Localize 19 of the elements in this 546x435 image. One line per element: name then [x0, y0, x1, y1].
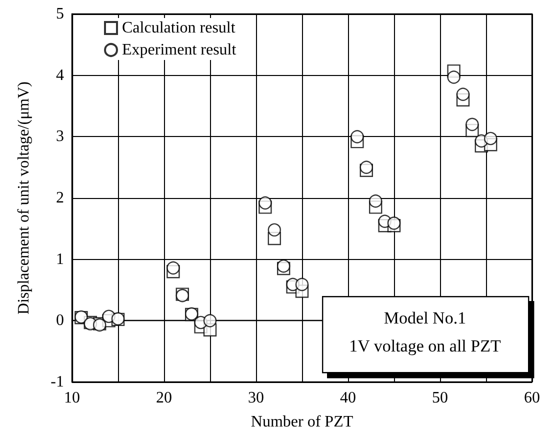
y-tick-label: 1: [56, 250, 64, 268]
x-tick-label: 50: [432, 390, 448, 406]
y-tick-label: 4: [56, 66, 64, 84]
y-axis-title: Displacement of unit voltage/(μmV): [16, 82, 32, 314]
y-tick-label: 0: [56, 312, 64, 330]
annotation: 1V voltage on all PZT: [349, 336, 502, 356]
legend-label: Calculation result: [122, 20, 236, 36]
x-tick-label: 20: [156, 390, 172, 406]
y-tick-label: -1: [50, 374, 64, 390]
y-tick-label: 2: [56, 190, 64, 206]
x-tick-label: 40: [340, 390, 356, 406]
legend-label: Experiment result: [122, 42, 237, 58]
annotation: Model No.1: [384, 308, 466, 328]
x-axis-title: Number of PZT: [250, 414, 354, 430]
x-tick-label: 10: [64, 390, 80, 406]
y-tick-label: 3: [56, 128, 64, 146]
y-tick-label: 5: [56, 6, 64, 22]
x-tick-label: 60: [524, 390, 540, 406]
x-tick-label: 30: [248, 390, 264, 406]
